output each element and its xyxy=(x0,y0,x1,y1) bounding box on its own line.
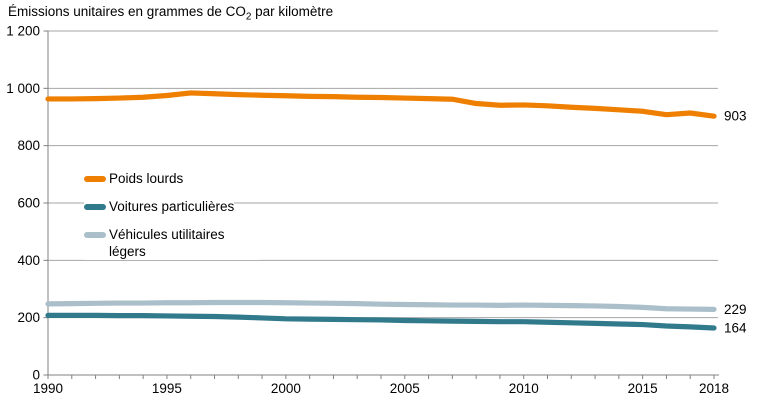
chart-title-subscript: 2 xyxy=(245,11,252,23)
legend-swatch-voitures-particulieres xyxy=(84,203,106,210)
y-tick-label: 1 000 xyxy=(6,81,40,96)
x-tick-label: 2015 xyxy=(628,381,658,396)
legend-label-voitures-particulieres: Voitures particulières xyxy=(109,199,235,214)
y-tick-label: 0 xyxy=(32,368,40,383)
chart-title-suffix: par kilomètre xyxy=(251,4,334,19)
x-tick-label: 2010 xyxy=(509,381,539,396)
chart-title: Émissions unitaires en grammes de CO2 pa… xyxy=(8,4,333,23)
chart-legend: Poids lourds Voitures particulières Véhicu… xyxy=(84,170,259,271)
y-tick-label: 600 xyxy=(17,196,40,211)
series-end-label-voitures-particulieres: 164 xyxy=(724,320,747,335)
series-line-vehicules-utilitaires-legers xyxy=(45,299,717,312)
y-tick-label: 200 xyxy=(17,310,40,325)
series-end-label-poids-lourds: 903 xyxy=(724,109,747,124)
x-tick-label: 1990 xyxy=(33,381,63,396)
legend-item-poids-lourds: Poids lourds xyxy=(84,170,184,187)
series-end-label-vehicules-utilitaires-legers: 229 xyxy=(724,302,747,317)
legend-item-vehicules-utilitaires-legers: Véhicules utilitaires légers xyxy=(84,226,259,260)
series-line-voitures-particulieres xyxy=(45,312,717,331)
legend-swatch-vehicules-utilitaires-legers xyxy=(84,231,106,238)
x-tick-label: 2005 xyxy=(390,381,420,396)
x-tick-label: 2000 xyxy=(271,381,301,396)
y-tick-label: 1 200 xyxy=(6,24,40,39)
x-tick-label: 2018 xyxy=(699,381,729,396)
y-tick-label: 400 xyxy=(17,253,40,268)
chart-title-prefix: Émissions unitaires en grammes de CO xyxy=(8,4,246,19)
legend-item-voitures-particulieres: Voitures particulières xyxy=(84,198,235,215)
series-line-poids-lourds xyxy=(45,90,717,119)
legend-swatch-poids-lourds xyxy=(84,175,106,182)
x-tick-label: 1995 xyxy=(152,381,182,396)
legend-label-vehicules-utilitaires-legers: Véhicules utilitaires légers xyxy=(109,227,225,259)
legend-label-poids-lourds: Poids lourds xyxy=(109,171,184,186)
y-tick-label: 800 xyxy=(17,138,40,153)
